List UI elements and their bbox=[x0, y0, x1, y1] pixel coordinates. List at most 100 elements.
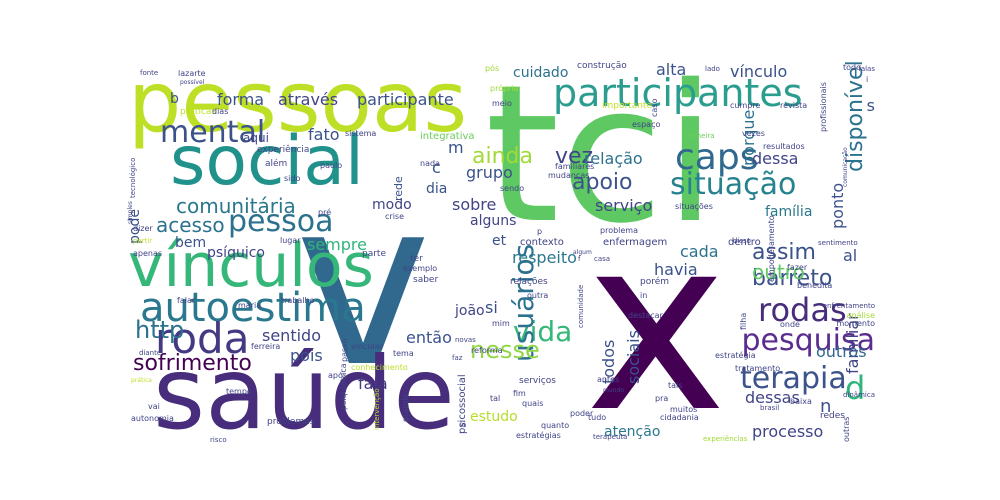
word-75: psíquico bbox=[207, 245, 265, 261]
word-111: situações bbox=[675, 202, 713, 211]
word-84: experiência bbox=[257, 145, 310, 155]
word-96: caso bbox=[650, 98, 659, 117]
word-180: terapeuta bbox=[593, 433, 628, 441]
word-190: estratégia bbox=[715, 351, 756, 360]
word-17: vida bbox=[513, 315, 573, 348]
word-107: comunicação bbox=[842, 147, 849, 187]
word-81: enfermagem bbox=[603, 237, 668, 248]
word-63: m bbox=[448, 138, 464, 157]
word-65: al bbox=[843, 246, 858, 265]
word-86: sido bbox=[284, 174, 301, 183]
word-13: autoestima bbox=[140, 285, 366, 331]
word-10: terapia bbox=[740, 361, 847, 396]
word-149: porém bbox=[640, 277, 670, 287]
word-132: disso bbox=[733, 237, 751, 245]
word-174: serviços bbox=[519, 376, 556, 386]
word-31: família bbox=[765, 204, 813, 220]
word-7: participantes bbox=[553, 71, 803, 115]
word-64: s bbox=[866, 96, 875, 115]
word-104: vezes bbox=[742, 129, 765, 138]
word-179: estratégias bbox=[516, 431, 561, 440]
word-11: pesquisa bbox=[741, 323, 875, 358]
word-76: bem bbox=[175, 235, 207, 251]
word-44: ponto bbox=[828, 182, 847, 229]
word-183: mundo bbox=[603, 387, 624, 394]
word-66: n bbox=[820, 396, 832, 417]
word-182: tudo bbox=[588, 413, 607, 422]
word-171: problemas bbox=[267, 417, 315, 427]
word-15: mental bbox=[160, 115, 266, 150]
word-118: simples bbox=[127, 201, 134, 224]
word-2: v bbox=[295, 151, 432, 418]
word-161: passo bbox=[340, 338, 349, 362]
word-8: caps bbox=[675, 137, 759, 178]
word-150: in bbox=[640, 291, 648, 300]
word-145: relações bbox=[510, 277, 548, 287]
word-20: sofrimento bbox=[133, 351, 252, 376]
word-169: vai bbox=[148, 402, 160, 411]
word-164: prática bbox=[131, 377, 152, 384]
word-12: rodas bbox=[758, 291, 847, 329]
word-103: primeira bbox=[685, 132, 715, 140]
word-163: após bbox=[328, 371, 348, 380]
word-116: dias bbox=[212, 107, 229, 116]
word-55: havia bbox=[654, 260, 698, 279]
word-5: social bbox=[170, 122, 364, 201]
word-61: atenção bbox=[604, 424, 661, 440]
word-173: lá bbox=[460, 421, 467, 429]
word-108: familiares bbox=[555, 162, 595, 171]
word-178: quanto bbox=[541, 421, 570, 430]
word-134: empoderamento bbox=[767, 215, 776, 282]
word-69: si bbox=[485, 298, 498, 317]
word-39: então bbox=[406, 328, 452, 347]
word-117: tecnológico bbox=[129, 157, 137, 198]
word-122: crise bbox=[385, 212, 404, 221]
word-156: faz bbox=[452, 354, 463, 362]
word-72: alguns bbox=[470, 213, 517, 229]
word-47: através bbox=[278, 90, 339, 109]
word-95: espaço bbox=[632, 120, 661, 129]
word-100: i bbox=[866, 75, 869, 84]
word-119: partir bbox=[133, 237, 153, 245]
word-113: fonte bbox=[140, 69, 159, 77]
word-130: f bbox=[578, 255, 581, 263]
word-94: importante bbox=[602, 101, 653, 111]
word-50: cuidado bbox=[513, 65, 569, 81]
word-26: acesso bbox=[156, 213, 225, 237]
word-3: pessoas bbox=[128, 60, 468, 151]
word-91: pós bbox=[485, 64, 500, 73]
word-85: além bbox=[265, 159, 288, 169]
word-114: possível bbox=[180, 79, 205, 86]
word-195: dinâmica bbox=[842, 391, 875, 399]
word-101: cumpre bbox=[730, 101, 761, 110]
word-9: situação bbox=[670, 167, 797, 202]
word-148: comunidade bbox=[577, 284, 585, 328]
word-89: sistema bbox=[345, 129, 377, 138]
word-153: novas bbox=[455, 336, 476, 344]
word-6: vínculos bbox=[128, 231, 374, 301]
word-160: diante bbox=[139, 349, 162, 357]
word-42: relação bbox=[584, 149, 643, 168]
word-185: pra bbox=[655, 394, 669, 403]
word-196: experiências bbox=[703, 435, 748, 443]
word-4: saúde bbox=[153, 335, 455, 445]
word-56: cada bbox=[680, 242, 719, 261]
word-40: sobre bbox=[452, 195, 497, 214]
word-133: sentimento bbox=[818, 239, 858, 247]
word-177: quais bbox=[522, 399, 544, 408]
word-128: problema bbox=[600, 226, 639, 235]
word-120: dizer bbox=[133, 224, 153, 233]
word-112: lazarte bbox=[178, 69, 206, 78]
word-37: pois bbox=[290, 346, 323, 365]
word-43: serviço bbox=[595, 196, 653, 215]
word-57: respeito bbox=[512, 248, 577, 267]
word-189: tratamento bbox=[735, 364, 781, 373]
word-33: processo bbox=[752, 422, 824, 441]
word-166: psiquiátrica bbox=[339, 363, 348, 410]
word-19: nesse bbox=[470, 336, 540, 364]
word-28: assim bbox=[752, 240, 816, 265]
word-141: filha bbox=[739, 312, 748, 330]
word-71: modo bbox=[372, 197, 412, 213]
word-106: profissionais bbox=[819, 82, 828, 132]
